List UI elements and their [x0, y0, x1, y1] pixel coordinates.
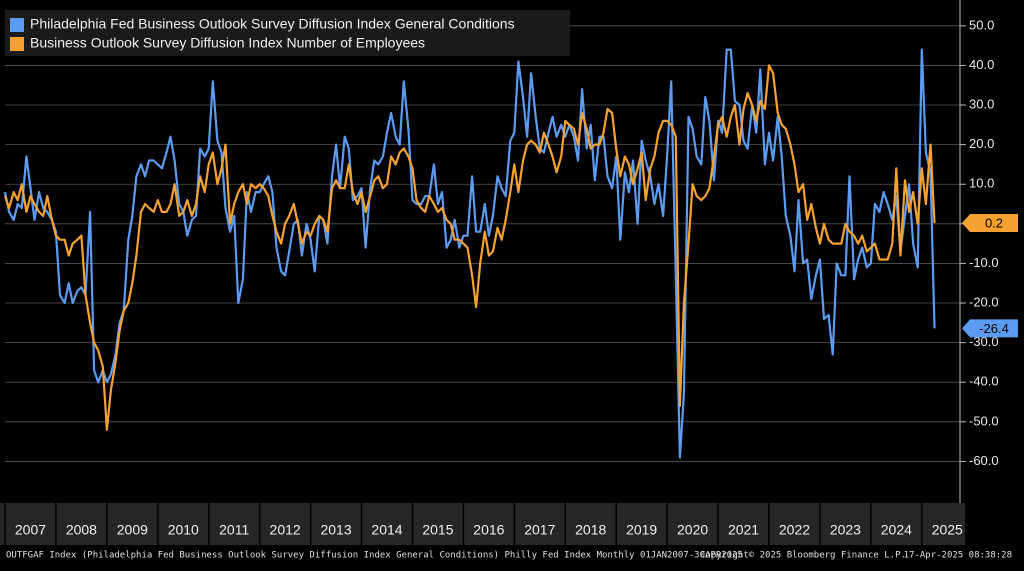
copyright: Copyright© 2025 Bloomberg Finance L.P.: [700, 551, 906, 561]
x-tick-label: 2022: [779, 522, 810, 538]
x-tick-label: 2010: [168, 522, 199, 538]
x-tick-label: 2015: [422, 522, 453, 538]
series-line: [3, 48, 936, 459]
x-tick-label: 2021: [728, 522, 759, 538]
x-axis-band: [0, 503, 965, 545]
legend-box: [5, 10, 570, 56]
y-tick-label: 30.0: [969, 96, 994, 111]
x-tick-label: 2020: [677, 522, 708, 538]
x-tick-label: 2013: [320, 522, 351, 538]
y-tick-label: -40.0: [969, 374, 999, 389]
legend-label: Philadelphia Fed Business Outlook Survey…: [30, 16, 515, 32]
grid: [5, 25, 960, 462]
value-tag-label: 0.2: [985, 215, 1003, 230]
x-tick-label: 2014: [371, 522, 402, 538]
y-tick-label: -50.0: [969, 413, 999, 428]
series-line: [3, 64, 936, 431]
x-tick-label: 2011: [219, 522, 249, 538]
x-tick-label: 2025: [932, 522, 963, 538]
x-tick-label: 2007: [15, 522, 46, 538]
y-tick-label: 40.0: [969, 57, 994, 72]
x-tick-label: 2012: [270, 522, 301, 538]
x-tick-label: 2017: [524, 522, 555, 538]
legend: Philadelphia Fed Business Outlook Survey…: [5, 10, 570, 56]
x-tick-label: 2008: [66, 522, 97, 538]
y-tick-label: 50.0: [969, 17, 994, 32]
axes: 50.040.030.020.010.00.0-10.0-20.0-30.0-4…: [4, 0, 1018, 545]
legend-swatch: [10, 18, 24, 32]
y-tick-label: -30.0: [969, 334, 999, 349]
value-tag: [962, 319, 1018, 338]
lines: [3, 48, 936, 459]
y-tick-label: 10.0: [969, 176, 994, 191]
timestamp: 17-Apr-2025 08:38:28: [904, 551, 1012, 561]
y-tick-label: -10.0: [969, 255, 999, 270]
x-tick-label: 2009: [117, 522, 148, 538]
legend-swatch: [10, 37, 24, 51]
x-tick-label: 2019: [626, 522, 657, 538]
y-tick-label: -20.0: [969, 294, 999, 309]
x-tick-label: 2016: [473, 522, 504, 538]
y-tick-label: 20.0: [969, 136, 994, 151]
x-tick-label: 2024: [881, 522, 912, 538]
legend-label: Business Outlook Survey Diffusion Index …: [30, 35, 425, 51]
value-tag: [962, 214, 1018, 233]
x-tick-label: 2018: [575, 522, 606, 538]
y-tick-label: -60.0: [969, 453, 999, 468]
x-tick-label: 2023: [830, 522, 861, 538]
footer: OUTFGAF Index (Philadelphia Fed Business…: [6, 551, 743, 561]
value-tag-label: -26.4: [979, 321, 1009, 336]
